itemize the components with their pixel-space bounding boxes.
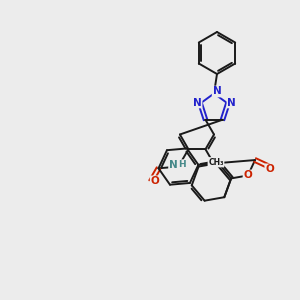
Text: CH₃: CH₃ — [208, 158, 224, 167]
Text: O: O — [151, 176, 159, 186]
Text: H: H — [178, 160, 186, 169]
Text: O: O — [244, 170, 252, 181]
Text: N: N — [169, 160, 178, 170]
Text: O: O — [265, 164, 274, 174]
Text: N: N — [213, 86, 221, 97]
Text: N: N — [193, 98, 202, 107]
Text: N: N — [227, 98, 236, 107]
